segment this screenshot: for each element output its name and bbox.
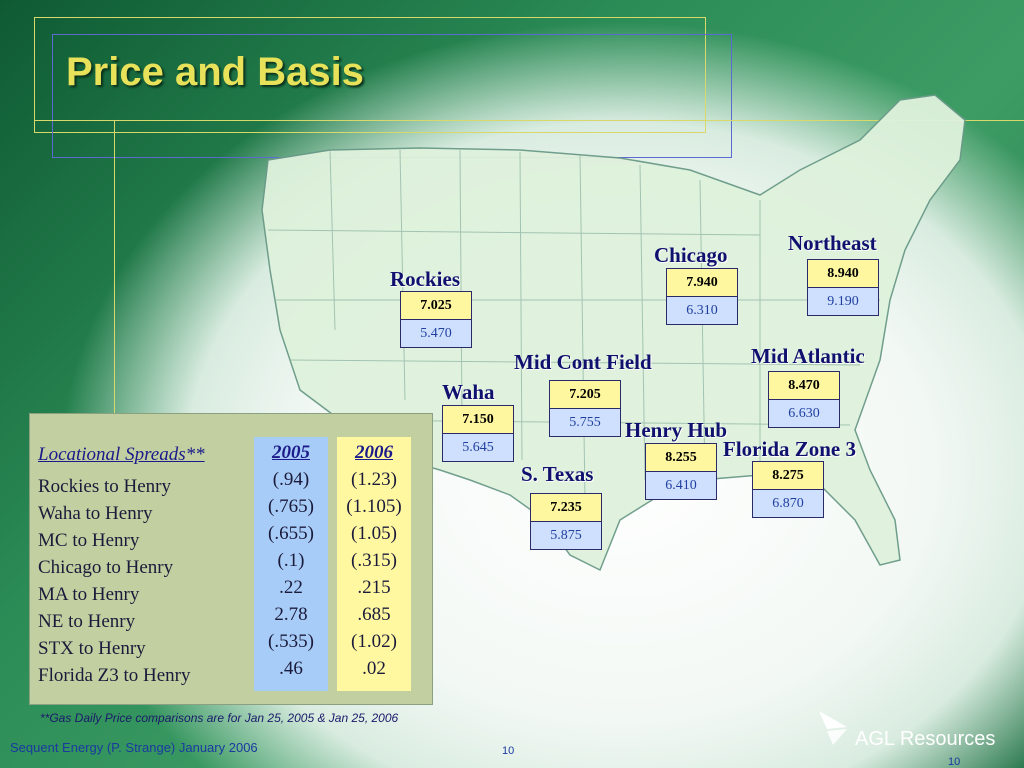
spread-value-2005: .46 [279,658,303,679]
spread-value-2006: .685 [357,604,391,625]
price-box-florida-zone-3: 8.275 6.870 [752,461,824,518]
spread-value-2005: (.535) [268,631,314,652]
column-header-2005: 2005 [272,442,310,463]
price-2005-s-texas: 7.235 [531,494,601,522]
spread-value-2006: (1.02) [351,631,397,652]
footer-presenter: Sequent Energy (P. Strange) January 2006 [10,740,258,755]
spread-label: MC to Henry [38,530,140,551]
price-2006-florida-zone-3: 6.870 [753,490,823,517]
spread-value-2006: (.315) [351,550,397,571]
spread-label: STX to Henry [38,638,146,659]
price-2005-rockies: 7.025 [401,292,471,320]
region-label-rockies: Rockies [390,267,460,291]
spread-value-2005: (.94) [272,469,310,490]
spread-value-2005: (.1) [277,550,305,571]
spread-value-2005: (.655) [268,523,314,544]
region-label-s-texas: S. Texas [521,462,594,486]
price-box-mid-atlantic: 8.470 6.630 [768,371,840,428]
region-label-northeast: Northeast [788,231,877,255]
footer-slide-number: 10 [502,745,515,757]
price-box-s-texas: 7.235 5.875 [530,493,602,550]
price-box-waha: 7.150 5.645 [442,405,514,462]
price-2006-rockies: 5.470 [401,320,471,347]
spreads-column-2005: 2005 (.94) (.765) (.655) (.1) .22 2.78 (… [254,437,328,691]
footnote: **Gas Daily Price comparisons are for Ja… [40,711,399,725]
spread-label: NE to Henry [38,611,136,632]
spreads-column-2006: 2006 (1.23) (1.105) (1.05) (.315) .215 .… [337,437,411,691]
spread-label: MA to Henry [38,584,140,605]
price-2005-florida-zone-3: 8.275 [753,462,823,490]
region-label-mid-atlantic: Mid Atlantic [751,344,865,368]
spread-value-2006: (1.105) [346,496,402,517]
spread-label: Chicago to Henry [38,557,174,578]
price-2006-chicago: 6.310 [667,297,737,324]
price-box-chicago: 7.940 6.310 [666,268,738,325]
region-label-waha: Waha [442,380,495,404]
page-number: 10 [948,756,961,768]
price-2005-chicago: 7.940 [667,269,737,297]
spread-value-2006: (1.23) [351,469,397,490]
price-box-rockies: 7.025 5.470 [400,291,472,348]
price-box-mid-cont-field: 7.205 5.755 [549,380,621,437]
price-2005-henry-hub: 8.255 [646,444,716,472]
price-2005-mid-atlantic: 8.470 [769,372,839,400]
spread-value-2006: (1.05) [351,523,397,544]
column-header-2006: 2006 [355,442,393,463]
price-2006-northeast: 9.190 [808,288,878,315]
spread-label: Waha to Henry [38,503,153,524]
spreads-header: Locational Spreads** [38,444,205,465]
price-2006-mid-atlantic: 6.630 [769,400,839,427]
region-label-florida-zone-3: Florida Zone 3 [723,437,857,461]
spread-value-2005: .22 [279,577,303,598]
price-2006-mid-cont-field: 5.755 [550,409,620,436]
price-2005-mid-cont-field: 7.205 [550,381,620,409]
spread-value-2006: .02 [362,658,386,679]
spread-label: Rockies to Henry [38,476,171,497]
price-2006-henry-hub: 6.410 [646,472,716,499]
price-2006-s-texas: 5.875 [531,522,601,549]
agl-logo-icon [819,711,847,745]
region-label-henry-hub: Henry Hub [625,418,728,442]
spread-value-2006: .215 [357,577,391,598]
price-2005-waha: 7.150 [443,406,513,434]
price-box-northeast: 8.940 9.190 [807,259,879,316]
price-2006-waha: 5.645 [443,434,513,461]
spread-label: Florida Z3 to Henry [38,665,191,686]
spread-value-2005: (.765) [268,496,314,517]
price-box-henry-hub: 8.255 6.410 [645,443,717,500]
region-label-mid-cont-field: Mid Cont Field [514,350,652,374]
slide-title: Price and Basis [66,50,364,94]
price-2005-northeast: 8.940 [808,260,878,288]
region-label-chicago: Chicago [654,243,728,267]
spread-value-2005: 2.78 [274,604,308,625]
spreads-labels: Rockies to Henry Waha to Henry MC to Hen… [38,473,191,689]
logo-text: AGL Resources [855,728,996,750]
